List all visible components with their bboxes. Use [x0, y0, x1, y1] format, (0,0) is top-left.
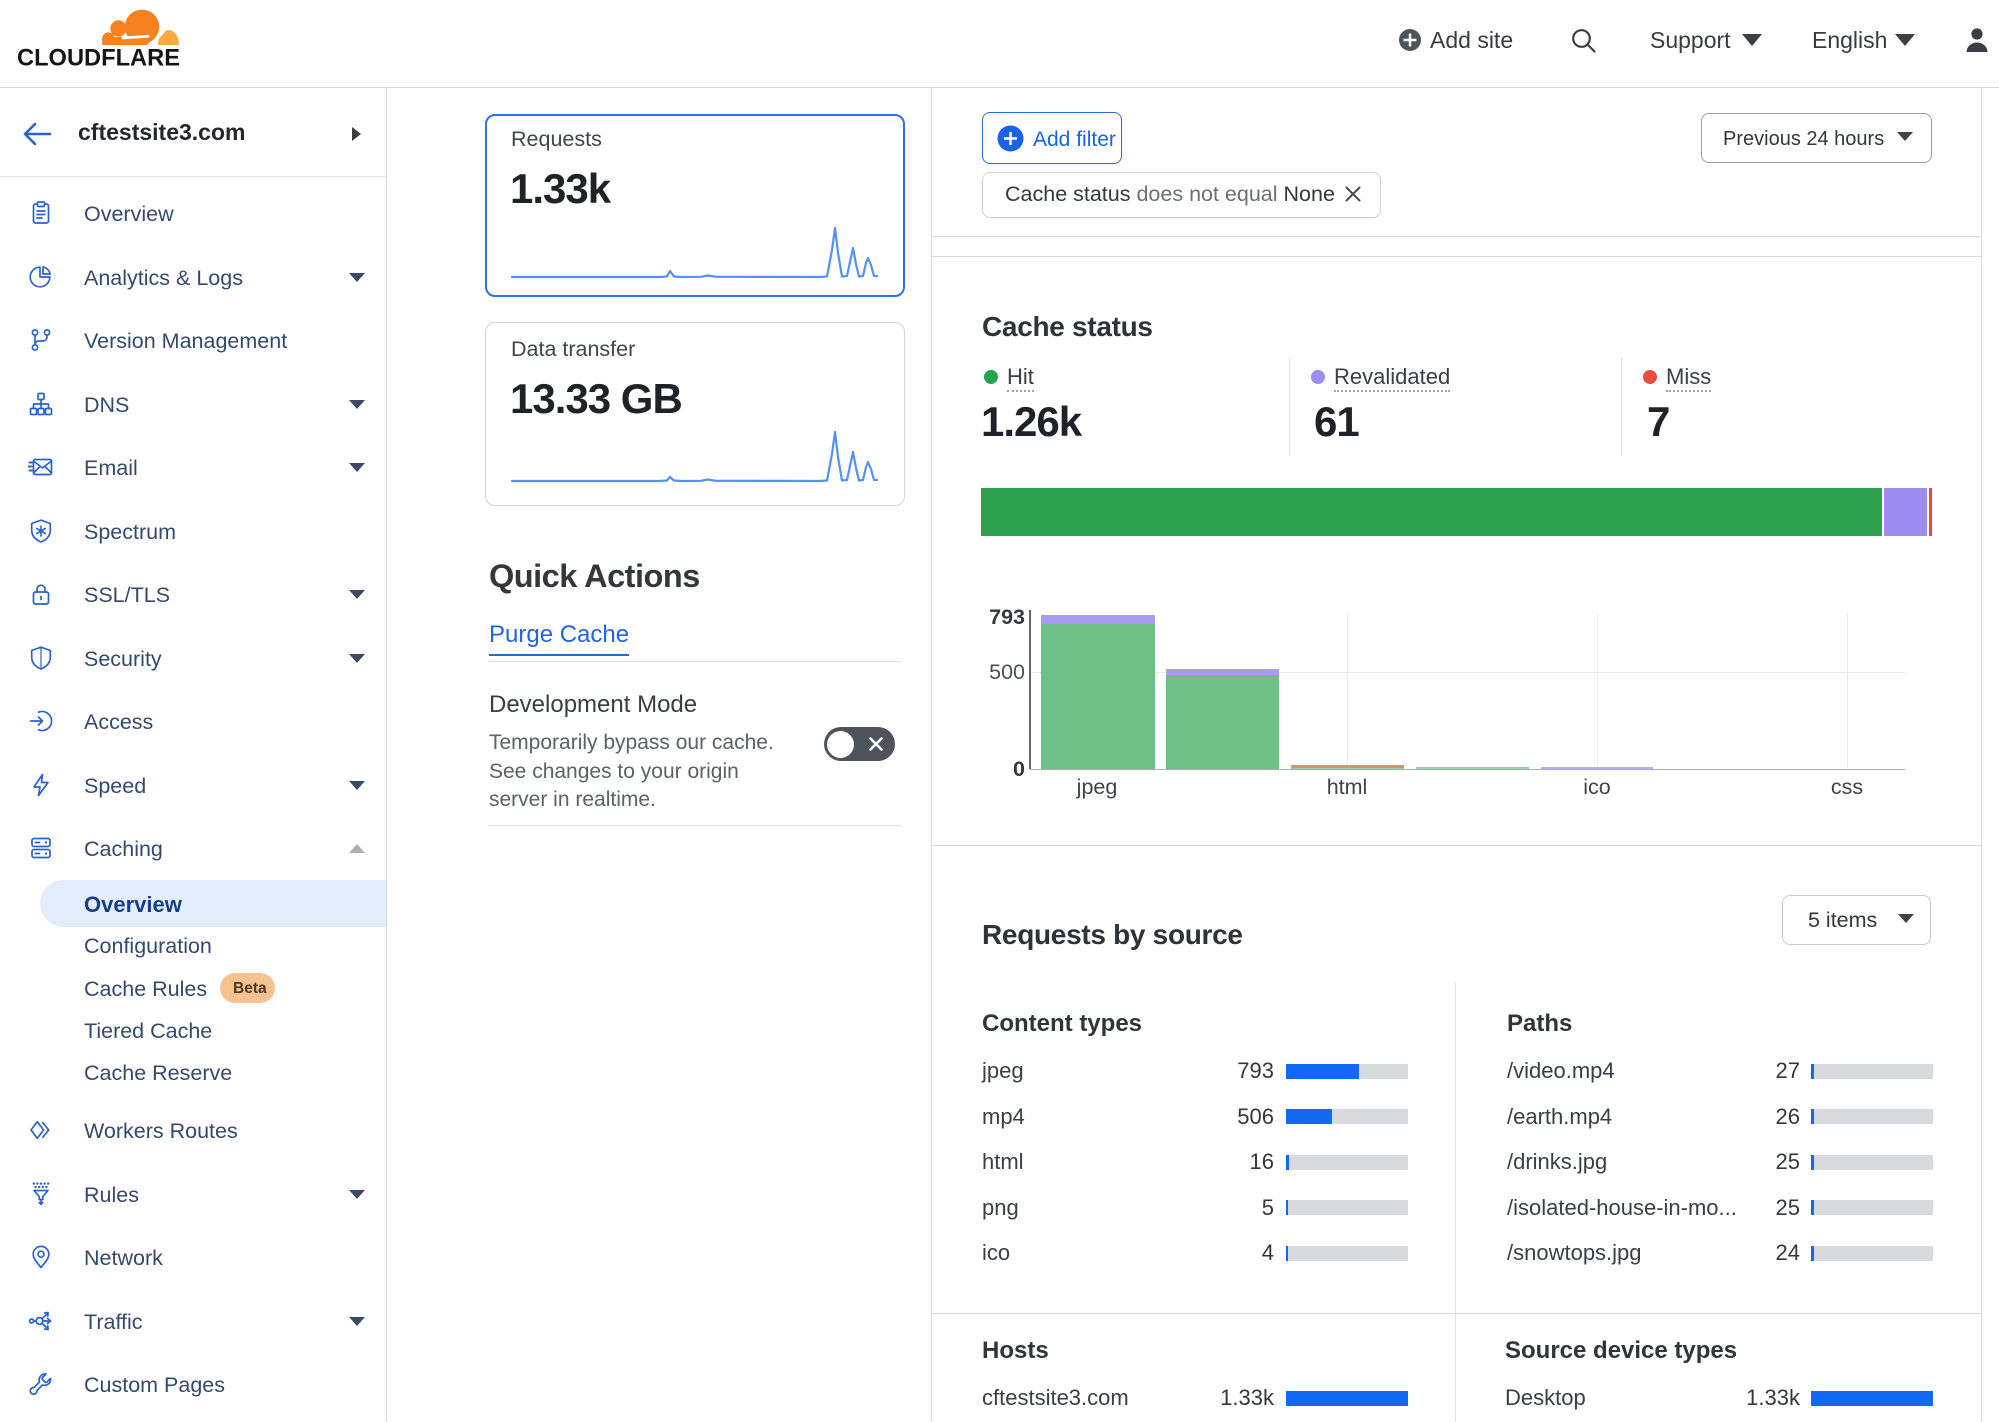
svg-text:CLOUDFLARE: CLOUDFLARE [17, 45, 180, 69]
